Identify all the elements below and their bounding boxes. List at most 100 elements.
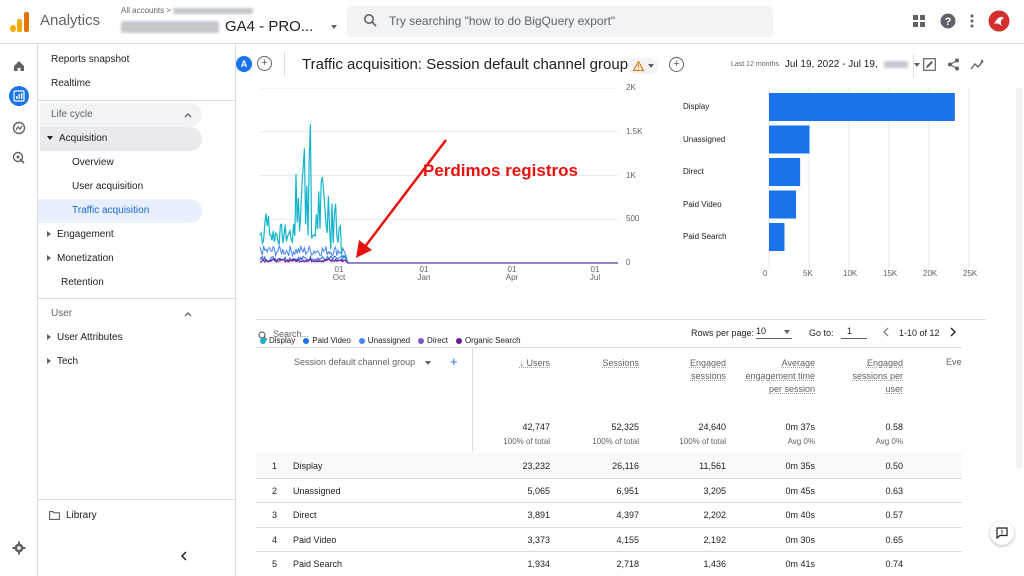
- x-tick-label: 5K: [803, 269, 813, 278]
- x-tick-label: 01 Oct: [332, 265, 346, 282]
- explore-icon[interactable]: [9, 118, 29, 138]
- next-page-icon[interactable]: [950, 327, 956, 337]
- series-line-organic-search: [259, 257, 618, 264]
- legend-item: Unassigned: [358, 336, 410, 345]
- annotation-text: Perdimos registros: [423, 161, 578, 180]
- bar-category-label: Unassigned: [683, 134, 726, 144]
- row-per-user: 0.65: [885, 534, 903, 545]
- nav-reports-snapshot[interactable]: Reports snapshot: [51, 54, 130, 65]
- previous-page-icon[interactable]: [883, 327, 889, 337]
- column-header-truncated[interactable]: Eve: [946, 357, 962, 367]
- row-users: 3,891: [527, 510, 550, 520]
- help-icon[interactable]: ?: [940, 13, 956, 29]
- row-number: 5: [272, 559, 278, 569]
- date-range-picker[interactable]: Last 12 months Jul 19, 2022 - Jul 19,: [731, 59, 920, 70]
- legend-label: Display: [269, 336, 296, 345]
- more-vert-icon[interactable]: [970, 14, 974, 28]
- legend-item: Paid Video: [303, 336, 351, 345]
- collapse-nav-chevron-icon[interactable]: [180, 551, 188, 561]
- row-channel[interactable]: Paid Search: [293, 559, 343, 569]
- home-icon[interactable]: [9, 56, 29, 76]
- dimension-header-label: Session default channel group: [294, 357, 416, 367]
- feedback-button[interactable]: [990, 521, 1014, 545]
- nav-user-attributes[interactable]: User Attributes: [38, 327, 202, 349]
- nav-realtime[interactable]: Realtime: [51, 78, 91, 89]
- column-header-engaged-sessions-per-user[interactable]: Engaged sessions per user: [833, 357, 903, 396]
- nav-library[interactable]: Library: [38, 505, 202, 527]
- analytics-logo-icon[interactable]: [10, 12, 30, 32]
- row-channel[interactable]: Display: [293, 461, 323, 471]
- advertising-icon[interactable]: [9, 148, 29, 168]
- nav-tech[interactable]: Tech: [38, 351, 202, 373]
- report-navigation: Reports snapshot Realtime Life cycle Acq…: [38, 44, 236, 576]
- section-lifecycle[interactable]: Life cycle: [40, 103, 202, 127]
- column-header-engaged-sessions[interactable]: Engaged sessions: [666, 357, 726, 383]
- share-icon[interactable]: [947, 58, 960, 71]
- row-channel[interactable]: Paid Video: [293, 534, 337, 545]
- insights-icon[interactable]: [970, 58, 986, 71]
- reports-icon[interactable]: [9, 86, 29, 106]
- row-per-user: 0.57: [885, 510, 903, 520]
- add-comparison-icon[interactable]: +: [257, 56, 272, 71]
- section-user[interactable]: User: [38, 303, 202, 325]
- report-main: A + Traffic acquisition: Session default…: [236, 44, 1024, 576]
- customize-report-icon[interactable]: [923, 58, 936, 71]
- x-tick-label: 01 Jan: [417, 265, 431, 282]
- add-filter-icon[interactable]: +: [669, 57, 684, 72]
- row-engaged: 2,202: [703, 510, 726, 520]
- dimension-header[interactable]: Session default channel group: [294, 357, 432, 367]
- settings-gear-icon[interactable]: [9, 538, 29, 558]
- row-sessions: 26,116: [612, 461, 639, 471]
- row-divider: [256, 347, 962, 348]
- rows-per-page-value: 10: [756, 326, 767, 336]
- caret-down-icon: [425, 361, 432, 365]
- nav-user-acquisition[interactable]: User acquisition: [72, 181, 144, 192]
- series-line-unassigned: [259, 243, 618, 264]
- row-users: 23,232: [522, 461, 550, 471]
- caret-down-icon: [913, 62, 920, 67]
- data-quality-button[interactable]: [628, 58, 658, 74]
- column-header-average-engagement-time-per-session[interactable]: Average engagement time per session: [745, 357, 815, 396]
- scrollbar[interactable]: [1016, 88, 1022, 468]
- row-number: 4: [272, 534, 278, 545]
- row-avg-time: 0m 40s: [785, 510, 815, 520]
- apps-grid-icon[interactable]: [912, 14, 926, 28]
- column-header-sessions[interactable]: Sessions: [579, 357, 639, 370]
- add-dimension-icon[interactable]: +: [450, 354, 458, 369]
- nav-user-attributes-label: User Attributes: [57, 332, 123, 343]
- legend-dot: [303, 337, 310, 344]
- total-subtext: 100% of total: [592, 437, 639, 446]
- search-bar[interactable]: Try searching "how to do BigQuery export…: [347, 6, 773, 37]
- table-search-input[interactable]: Search...: [273, 329, 310, 339]
- nav-acquisition-label: Acquisition: [59, 133, 108, 144]
- legend-item: Display: [260, 336, 295, 345]
- rows-per-page-select[interactable]: 10: [756, 326, 792, 339]
- expand-caret-icon: [47, 255, 51, 262]
- divider: [38, 100, 236, 101]
- nav-retention[interactable]: Retention: [61, 277, 104, 288]
- column-header-users[interactable]: ↓ Users: [490, 357, 550, 370]
- nav-acquisition[interactable]: Acquisition: [40, 127, 202, 151]
- nav-engagement[interactable]: Engagement: [38, 224, 202, 246]
- legend-label: Direct: [427, 336, 448, 345]
- total-value: 0.58: [885, 422, 903, 432]
- row-channel[interactable]: Direct: [293, 510, 317, 520]
- row-channel[interactable]: Unassigned: [293, 485, 341, 496]
- account-breadcrumb[interactable]: All accounts >: [121, 6, 254, 15]
- column-header-label: Average engagement time per session: [745, 358, 815, 394]
- x-tick-label: 10K: [843, 269, 858, 278]
- total-value: 0m 37s: [785, 422, 815, 432]
- nav-overview[interactable]: Overview: [72, 157, 114, 168]
- nav-monetization[interactable]: Monetization: [38, 248, 202, 270]
- legend-label: Organic Search: [464, 336, 521, 345]
- redacted-property: [121, 20, 219, 33]
- goto-page-input[interactable]: 1: [841, 326, 867, 339]
- legend-dot: [418, 337, 425, 344]
- nav-traffic-acquisition[interactable]: Traffic acquisition: [38, 199, 202, 223]
- property-selector[interactable]: GA4 - PRO...: [121, 18, 339, 35]
- row-engaged: 3,205: [703, 485, 726, 496]
- divider: [913, 54, 914, 78]
- bar-direct: [769, 158, 801, 186]
- profile-avatar-icon[interactable]: [988, 10, 1010, 32]
- comparison-chip[interactable]: A: [236, 56, 252, 72]
